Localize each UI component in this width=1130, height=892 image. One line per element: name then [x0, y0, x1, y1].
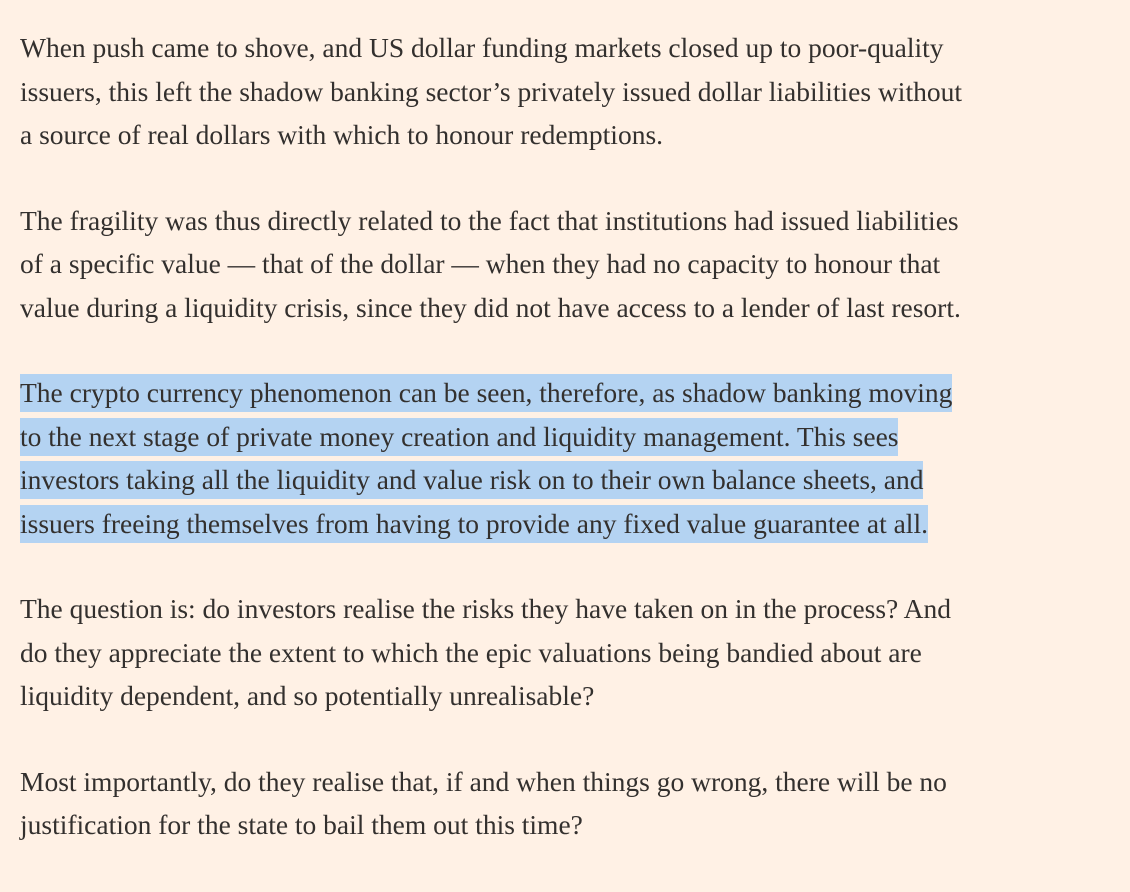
paragraph-3-selected-text[interactable]: The crypto currency phenomenon can be se… — [20, 371, 1122, 545]
text-line: value during a liquidity crisis, since t… — [20, 291, 961, 323]
text-line: The question is: do investors realise th… — [20, 593, 951, 624]
text-line: issuers, this left the shadow banking se… — [20, 75, 962, 107]
text-line: Most importantly, do they realise that, … — [20, 765, 947, 797]
selected-text-line[interactable]: investors taking all the liquidity and v… — [20, 458, 1122, 502]
text-line: of a specific value — that of the dollar… — [20, 248, 941, 279]
text-line: do they appreciate the extent to which t… — [20, 636, 922, 668]
paragraph-1: When push came to shove, and US dollar f… — [20, 26, 1122, 157]
paragraph-5: Most importantly, do they realise that, … — [20, 760, 1122, 847]
paragraph-2: The fragility was thus directly related … — [20, 199, 1122, 330]
text-line: justification for the state to bail them… — [20, 809, 583, 840]
text-line: a source of real dollars with which to h… — [20, 119, 664, 150]
selected-text-line[interactable]: The crypto currency phenomenon can be se… — [20, 371, 1122, 415]
selected-text-line[interactable]: issuers freeing themselves from having t… — [20, 502, 1122, 546]
text-line: When push came to shove, and US dollar f… — [20, 32, 944, 63]
paragraph-4: The question is: do investors realise th… — [20, 587, 1122, 718]
selected-text-line[interactable]: to the next stage of private money creat… — [20, 415, 1122, 459]
text-line: The fragility was thus directly related … — [20, 204, 959, 236]
text-line: liquidity dependent, and so potentially … — [20, 680, 595, 711]
